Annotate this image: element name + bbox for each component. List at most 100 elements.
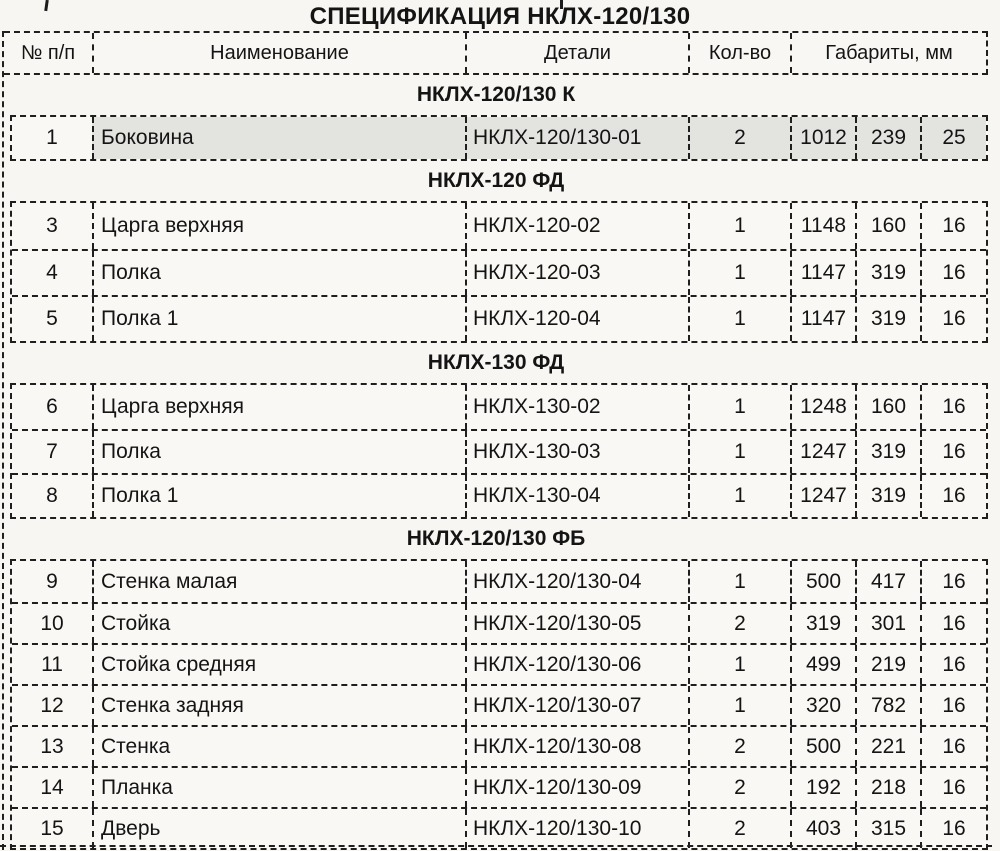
col-header-num: № п/п	[20, 41, 76, 64]
cell-name: Полка	[92, 431, 465, 473]
col-header-name: Наименование	[92, 33, 465, 73]
spec-table: № п/п Наименование Детали Кол-во Габарит…	[2, 31, 988, 850]
section-header: НКЛХ-120 ФД	[427, 169, 565, 192]
cell-num: 11	[41, 652, 63, 676]
cell-detail: НКЛХ-120/130-05	[465, 604, 688, 643]
cell-qty: 1	[688, 385, 790, 429]
cell-name: Стенка малая	[92, 561, 465, 602]
cell-d1: 1247	[790, 431, 855, 473]
cell-d3: 16	[920, 645, 986, 684]
cell-d2: 160	[855, 203, 920, 249]
col-header-detail: Детали	[465, 33, 688, 73]
cell-d2: 319	[855, 431, 920, 473]
cell-d3: 16	[920, 475, 986, 517]
section-group: 6 Царга верхняя НКЛХ-130-02 1 1248 160 16 7 Полк…	[10, 383, 988, 519]
table-row: 13 Стенка НКЛХ-120/130-08 2 500 221 16	[12, 725, 986, 766]
cell-d3: 25	[920, 117, 986, 159]
cell-d2: 417	[855, 561, 920, 602]
cell-d2: 218	[855, 768, 920, 807]
section-header: НКЛХ-120/130 К	[416, 83, 576, 106]
cell-name: Стенка задняя	[92, 686, 465, 725]
cell-detail: НКЛХ-130-04	[465, 475, 688, 517]
cell-name: Планка	[92, 768, 465, 807]
cell-qty: 2	[688, 117, 790, 159]
cell-qty: 2	[688, 768, 790, 807]
scan-artifact-mark	[560, 0, 563, 9]
cell-num: 14	[40, 775, 64, 799]
cell-d2: 219	[855, 645, 920, 684]
cell-qty: 1	[688, 475, 790, 517]
cell-d3: 16	[920, 809, 986, 848]
cell-num: 4	[46, 261, 58, 284]
section-group: 1 Боковина НКЛХ-120/130-01 2 1012 239 25	[10, 115, 988, 161]
cell-num: 6	[46, 395, 58, 418]
cell-qty: 2	[688, 809, 790, 848]
table-row: 9 Стенка малая НКЛХ-120/130-04 1 500 417 16	[12, 561, 986, 602]
table-row: 4 Полка НКЛХ-120-03 1 1147 319 16	[12, 249, 986, 295]
cell-d1: 499	[790, 645, 855, 684]
table-row: 5 Полка 1 НКЛХ-120-04 1 1147 319 16	[12, 295, 986, 341]
cell-d2: 319	[855, 475, 920, 517]
cell-num: 1	[46, 126, 58, 149]
cell-d1: 500	[790, 561, 855, 602]
cell-detail: НКЛХ-120/130-01	[465, 117, 688, 159]
cell-name: Боковина	[92, 117, 465, 159]
table-row: 14 Планка НКЛХ-120/130-09 2 192 218 16	[12, 766, 986, 807]
cell-name: Царга верхняя	[92, 203, 465, 249]
cell-detail: НКЛХ-120/130-10	[465, 809, 688, 848]
cell-d3: 16	[920, 561, 986, 602]
cell-num: 15	[40, 816, 64, 840]
cell-d1: 1248	[790, 385, 855, 429]
cell-name: Царга верхняя	[92, 385, 465, 429]
table-row: 8 Полка 1 НКЛХ-130-04 1 1247 319 16	[12, 473, 986, 517]
cell-d3: 16	[920, 385, 986, 429]
cell-qty: 1	[688, 431, 790, 473]
cell-name: Стойка средняя	[92, 645, 465, 684]
cell-d2: 160	[855, 385, 920, 429]
section-header: НКЛХ-130 ФД	[427, 351, 565, 374]
section-header: НКЛХ-120/130 ФБ	[406, 527, 586, 550]
section-group: 9 Стенка малая НКЛХ-120/130-04 1 500 417 16 10 С…	[10, 559, 988, 850]
table-row: 15 Дверь НКЛХ-120/130-10 2 403 315 16	[12, 807, 986, 848]
cell-detail: НКЛХ-120/130-08	[465, 727, 688, 766]
cell-detail: НКЛХ-120/130-09	[465, 768, 688, 807]
cell-num: 9	[46, 569, 58, 593]
cell-detail: НКЛХ-130-03	[465, 431, 688, 473]
section-group: 3 Царга верхняя НКЛХ-120-02 1 1148 160 16 4 Полк…	[10, 201, 988, 343]
cell-detail: НКЛХ-120-03	[465, 251, 688, 295]
cell-qty: 1	[688, 251, 790, 295]
cell-d3: 16	[920, 727, 986, 766]
cell-qty: 1	[688, 297, 790, 341]
cell-d3: 16	[920, 604, 986, 643]
table-row: 10 Стойка НКЛХ-120/130-05 2 319 301 16	[12, 602, 986, 643]
table-header-row: № п/п Наименование Детали Кол-во Габарит…	[4, 31, 988, 75]
cell-num: 8	[46, 484, 58, 507]
table-row: 11 Стойка средняя НКЛХ-120/130-06 1 499 219 16	[12, 643, 986, 684]
cell-d2: 315	[855, 809, 920, 848]
cell-detail: НКЛХ-120/130-06	[465, 645, 688, 684]
table-row: 3 Царга верхняя НКЛХ-120-02 1 1148 160 16	[12, 203, 986, 249]
cell-d3: 16	[920, 251, 986, 295]
table-row: 1 Боковина НКЛХ-120/130-01 2 1012 239 25	[12, 117, 986, 159]
table-row: 7 Полка НКЛХ-130-03 1 1247 319 16	[12, 429, 986, 473]
cell-d2: 239	[855, 117, 920, 159]
cell-name: Стенка	[92, 727, 465, 766]
cell-name: Дверь	[92, 809, 465, 848]
cell-d1: 1247	[790, 475, 855, 517]
next-table-edge	[0, 845, 992, 847]
cell-name: Стойка	[92, 604, 465, 643]
cell-d1: 1147	[790, 297, 855, 341]
cell-d1: 1147	[790, 251, 855, 295]
cell-detail: НКЛХ-120/130-07	[465, 686, 688, 725]
cell-qty: 1	[688, 686, 790, 725]
cell-d2: 319	[855, 251, 920, 295]
cell-num: 7	[46, 440, 58, 463]
cell-d3: 16	[920, 431, 986, 473]
cell-d1: 403	[790, 809, 855, 848]
cell-detail: НКЛХ-120-04	[465, 297, 688, 341]
cell-d2: 221	[855, 727, 920, 766]
cell-qty: 2	[688, 604, 790, 643]
cell-name: Полка 1	[92, 297, 465, 341]
cell-d3: 16	[920, 297, 986, 341]
cell-d2: 301	[855, 604, 920, 643]
